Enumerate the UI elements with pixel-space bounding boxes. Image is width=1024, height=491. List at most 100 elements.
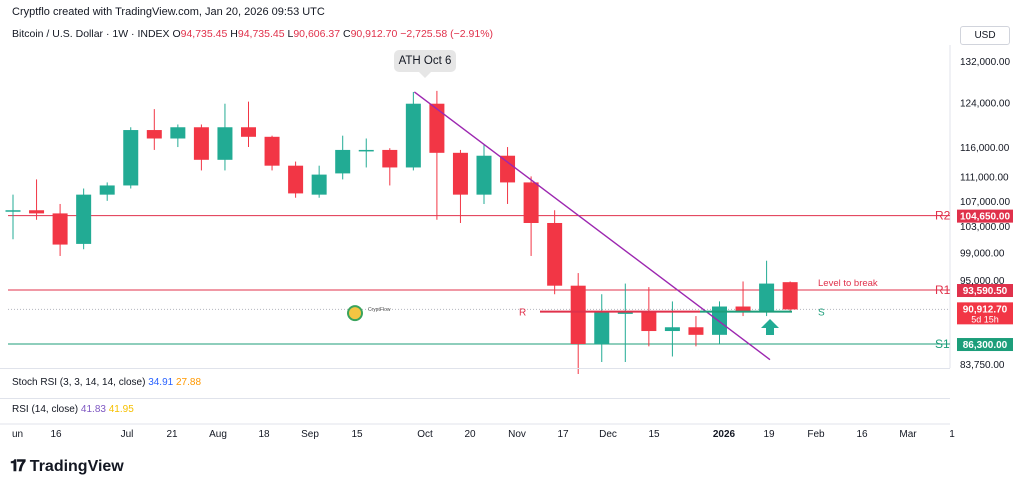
candle-body [594,312,610,345]
price-tick-label: 103,000.00 [960,222,1010,233]
price-tick-label: 124,000.00 [960,99,1010,110]
candle-body [76,194,92,244]
tradingview-logo[interactable]: 𝟏𝟕 TradingView [10,458,124,476]
candle-body [452,152,468,195]
up-arrow-icon [761,319,779,335]
candle-body [664,327,680,332]
time-tick-label: Jul [121,429,134,440]
candle-body [547,222,563,286]
current-price-badge [957,302,1013,325]
ath-annotation-pointer [419,72,431,78]
currency-selector[interactable]: USD [960,26,1010,45]
time-tick-label: Aug [209,429,227,440]
open-value: 94,735.45 [180,28,228,40]
candle-body [241,127,256,137]
r-marker: R [519,308,526,319]
price-tick-label: 83,750.00 [960,360,1005,371]
ath-annotation: ATH Oct 6 [394,50,456,72]
time-tick-label: 15 [351,429,363,440]
candle-body [52,213,68,245]
candle-body [641,312,657,332]
level-price-text-r1: 93,590.50 [963,286,1008,297]
rsi-label: RSI (14, close) [12,404,79,415]
rsi-ma-value: 41.95 [108,404,134,415]
candle-body [712,306,727,335]
time-tick-label: Dec [599,429,617,440]
candle-body [759,283,775,313]
price-tick-label: 95,000.00 [960,276,1005,287]
current-price-countdown: 5d 15h [971,314,999,324]
change-value: −2,725.58 (−2.91%) [400,28,494,40]
axis-layer: 132,000.00 124,000.00 116,000.00 111,000.00… [12,57,1010,440]
time-tick-label: 18 [258,429,270,440]
current-price-text: 90,912.70 [963,304,1008,315]
rsi-value: 41.83 [80,404,106,415]
level-price-badge-r2 [957,209,1013,223]
candle-body [735,306,751,313]
candle-body [405,103,421,168]
rsi-pane[interactable]: RSI (14, close) 41.83 41.95 [0,398,950,425]
stoch-rsi-pane[interactable]: Stoch RSI (3, 3, 14, 14, close) 34.91 27… [0,368,950,399]
candle-body [193,127,209,160]
level-to-break-label: Level to break [818,278,878,289]
level-label-r2: R2 [935,209,951,223]
candle-body [476,155,492,195]
candle-body [99,185,115,195]
stoch-rsi-legend: Stoch RSI (3, 3, 14, 14, close) 34.91 27… [12,377,201,388]
time-tick-label: 19 [763,429,775,440]
time-tick-label: Feb [807,429,825,440]
candle-body [264,136,280,166]
descending-trendline [413,91,771,361]
time-tick-label: Nov [508,429,526,440]
candle-body [429,103,445,153]
price-tick-label: 99,000.00 [960,249,1005,260]
chart-credit: Cryptflo created with TradingView.com, J… [12,6,325,18]
high-label: H [230,28,238,40]
stoch-rsi-d-value: 27.88 [176,377,202,388]
candle-body [358,149,374,152]
candle-body [335,149,351,174]
close-label: C [342,28,351,40]
price-tick-label: 116,000.00 [960,143,1010,154]
time-tick-label: 16 [856,429,868,440]
candle-body [617,312,633,314]
candles-layer [5,90,798,375]
rsi-legend: RSI (14, close) 41.83 41.95 [12,404,134,415]
level-price-text-s1: 86,300.00 [963,340,1008,351]
price-tick-label: 111,000.00 [960,172,1009,183]
symbol-title[interactable]: Bitcoin / U.S. Dollar · 1W · INDEX [12,28,170,40]
candle-body [288,165,304,194]
time-tick-label: 17 [557,429,569,440]
candle-body [523,182,539,223]
candle-body [217,127,233,160]
time-tick-label: 20 [464,429,476,440]
candle-body [123,130,139,186]
open-label: O [172,28,181,40]
overlay-layer: R S Level to break CryptFlow [347,91,878,361]
candle-body [170,127,186,139]
level-price-text-r2: 104,650.00 [960,212,1010,223]
high-value: 94,735.45 [237,28,285,40]
price-tick-label: 107,000.00 [960,197,1010,208]
price-tick-label: 132,000.00 [960,57,1010,68]
time-tick-label: 21 [166,429,178,440]
time-tick-label: 16 [50,429,62,440]
level-label-s1: S1 [935,337,950,351]
candle-body [382,149,398,168]
time-tick-label: 15 [648,429,660,440]
tradingview-brand: TradingView [29,458,124,475]
watermark-label: CryptFlow [368,307,391,313]
low-value: 90,606.37 [293,28,341,40]
candle-body [146,130,162,139]
close-value: 90,912.70 [350,28,398,40]
s-marker: S [818,308,825,319]
tradingview-logo-icon: 𝟏𝟕 [10,458,26,475]
candle-body [311,174,327,195]
time-tick-label: Sep [301,429,319,440]
stoch-rsi-label: Stoch RSI (3, 3, 14, 14, close) [12,377,146,388]
candle-body [29,210,45,214]
low-label: L [287,28,294,40]
candle-body [5,210,21,212]
candle-body [500,155,516,183]
